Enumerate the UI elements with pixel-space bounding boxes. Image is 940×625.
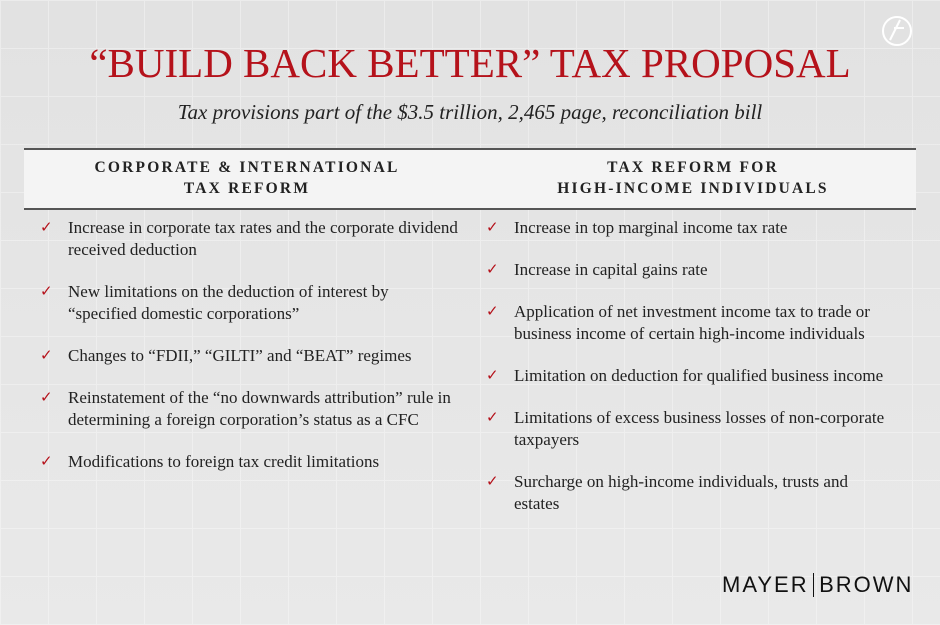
- column-heading: CORPORATE & INTERNATIONAL TAX REFORM: [24, 157, 470, 199]
- logo: MAYER BROWN: [722, 572, 913, 598]
- heading-line: TAX REFORM: [183, 180, 311, 197]
- bullet-item: Application of net investment income tax…: [486, 301, 886, 345]
- subtitle: Tax provisions part of the $3.5 trillion…: [177, 100, 763, 124]
- bullet-item: Reinstatement of the “no downwards attri…: [40, 387, 458, 431]
- bullet-list: Increase in corporate tax rates and the …: [40, 217, 458, 493]
- logo-text: BROWN: [819, 572, 914, 597]
- bullet-item: Surcharge on high-income individuals, tr…: [486, 471, 886, 515]
- title: “BUILD BACK BETTER” TAX PROPOSAL: [89, 40, 851, 86]
- logo-icon: [882, 16, 912, 46]
- bullet-item: Modifications to foreign tax credit limi…: [40, 451, 458, 473]
- bullet-item: Changes to “FDII,” “GILTI” and “BEAT” re…: [40, 345, 458, 367]
- bullet-list: Increase in top marginal income tax rate…: [486, 217, 886, 535]
- bullet-item: Limitations of excess business losses of…: [486, 407, 886, 451]
- header-band: [24, 148, 916, 210]
- heading-line: HIGH-INCOME INDIVIDUALS: [557, 180, 829, 197]
- heading-line: CORPORATE & INTERNATIONAL: [94, 159, 400, 176]
- bullet-item: Increase in corporate tax rates and the …: [40, 217, 458, 261]
- bullet-item: New limitations on the deduction of inte…: [40, 281, 458, 325]
- bullet-item: Increase in capital gains rate: [486, 259, 886, 281]
- logo-separator: [812, 573, 815, 597]
- logo-text: MAYER: [722, 572, 809, 597]
- bullet-item: Limitation on deduction for qualified bu…: [486, 365, 886, 387]
- bullet-item: Increase in top marginal income tax rate: [486, 217, 886, 239]
- heading-line: TAX REFORM FOR: [607, 159, 779, 176]
- column-heading: TAX REFORM FOR HIGH-INCOME INDIVIDUALS: [470, 157, 916, 199]
